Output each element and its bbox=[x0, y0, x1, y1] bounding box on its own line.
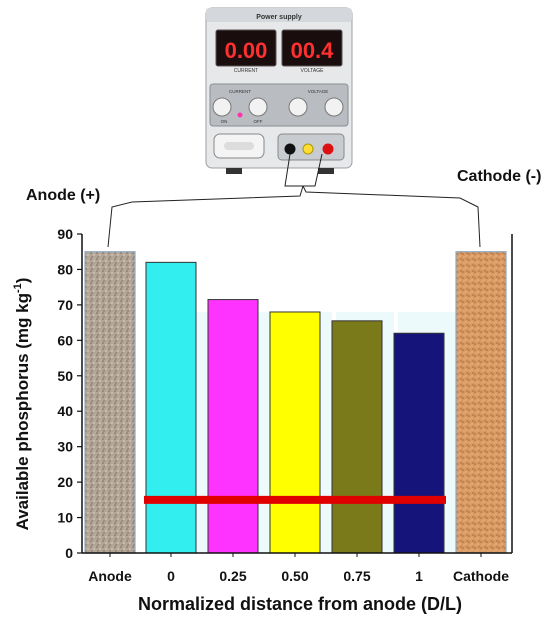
knob-group-right-label: VOLTAGE bbox=[308, 89, 329, 94]
cathode-wire bbox=[302, 185, 481, 248]
x-tick-label: 0 bbox=[167, 568, 175, 584]
y-tick-label: 60 bbox=[57, 332, 73, 348]
power-supply-title: Power supply bbox=[256, 14, 302, 21]
voltage-display-value: 00.4 bbox=[291, 38, 335, 63]
x-tick-label: 0.25 bbox=[219, 568, 246, 584]
x-tick-label: Cathode bbox=[453, 568, 509, 584]
x-ticks: Anode 0 0.25 0.50 0.75 1 Cathode bbox=[88, 553, 509, 584]
y-tick-label: 90 bbox=[57, 226, 73, 242]
knob-panel bbox=[209, 83, 349, 127]
voltage-display-label: VOLTAGE bbox=[301, 68, 325, 74]
chart-area: 0 10 20 30 40 50 60 70 80 90 Anode 0 0.25 0.50 0.75 1 C… bbox=[57, 226, 513, 584]
switch-off-label: OFF bbox=[254, 119, 263, 124]
bar-anode bbox=[84, 251, 136, 554]
anode-wire bbox=[107, 185, 304, 248]
bar-cathode bbox=[455, 251, 507, 554]
terminal-wire-loop bbox=[284, 153, 323, 187]
power-supply: Power supply 0.00 CURRENT 00.4 VOLTAGE C… bbox=[205, 7, 353, 174]
y-tick-label: 70 bbox=[57, 297, 73, 313]
bar-0-75 bbox=[331, 320, 383, 554]
y-ticks: 0 10 20 30 40 50 60 70 80 90 bbox=[57, 226, 82, 561]
ground-terminal-icon[interactable] bbox=[302, 143, 314, 155]
cathode-label: Cathode (-) bbox=[457, 168, 541, 185]
device-foot-left bbox=[226, 168, 242, 174]
y-axis-label-superscript: -1 bbox=[12, 283, 24, 293]
coarse-current-knob-icon[interactable] bbox=[212, 97, 232, 117]
current-display bbox=[215, 29, 277, 67]
bar-1 bbox=[393, 332, 445, 554]
y-tick-label: 80 bbox=[57, 261, 73, 277]
y-tick-label: 20 bbox=[57, 474, 73, 490]
current-display-value: 0.00 bbox=[225, 38, 268, 63]
indicator-led-icon bbox=[237, 112, 243, 118]
y-axis-label: Available phosphorus (mg kg-1) bbox=[12, 278, 32, 531]
y-tick-label: 30 bbox=[57, 439, 73, 455]
x-axis-label: Normalized distance from anode (D/L) bbox=[138, 594, 462, 614]
bar-0-25 bbox=[207, 299, 259, 554]
x-tick-label: 0.75 bbox=[343, 568, 370, 584]
switch-on-label: ON bbox=[221, 119, 228, 124]
y-tick-label: 50 bbox=[57, 368, 73, 384]
voltage-display bbox=[281, 29, 343, 67]
x-tick-label: Anode bbox=[88, 568, 132, 584]
x-tick-label: 0.50 bbox=[281, 568, 308, 584]
y-axis-label-close: ) bbox=[13, 278, 32, 284]
device-foot-right bbox=[318, 168, 334, 174]
x-tick-label: 1 bbox=[415, 568, 423, 584]
y-axis-label-text: Available phosphorus (mg kg bbox=[13, 293, 32, 530]
fine-current-knob-icon[interactable] bbox=[248, 97, 268, 117]
bar-0-50 bbox=[269, 311, 321, 554]
power-button-face bbox=[224, 142, 254, 150]
negative-terminal-icon[interactable] bbox=[284, 143, 296, 155]
wires bbox=[107, 153, 481, 248]
current-display-label: CURRENT bbox=[234, 68, 258, 74]
y-tick-label: 0 bbox=[65, 545, 73, 561]
knob-group-left-label: CURRENT bbox=[229, 89, 251, 94]
axes bbox=[81, 234, 513, 554]
positive-terminal-icon[interactable] bbox=[322, 143, 334, 155]
fine-voltage-knob-icon[interactable] bbox=[324, 97, 344, 117]
bars bbox=[84, 251, 507, 554]
anode-label: Anode (+) bbox=[26, 187, 100, 204]
power-supply-header bbox=[206, 8, 352, 22]
bar-0 bbox=[145, 261, 197, 554]
coarse-voltage-knob-icon[interactable] bbox=[288, 97, 308, 117]
y-tick-label: 40 bbox=[57, 403, 73, 419]
y-tick-label: 10 bbox=[57, 510, 73, 526]
